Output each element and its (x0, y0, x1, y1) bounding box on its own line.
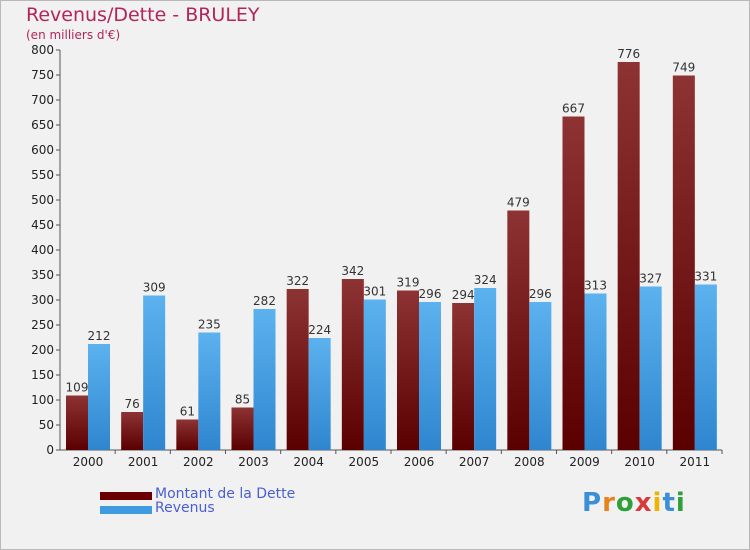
data-label: 313 (584, 279, 607, 293)
bar-revenus (88, 344, 110, 450)
y-tick-label: 400 (31, 243, 54, 257)
legend-swatch-revenus (100, 506, 152, 514)
bar-revenus (584, 293, 607, 450)
y-tick-label: 250 (31, 318, 54, 332)
data-label: 85 (235, 393, 250, 407)
data-label: 749 (672, 61, 695, 75)
data-label: 212 (88, 329, 111, 343)
y-tick-label: 650 (31, 118, 54, 132)
y-tick-label: 50 (39, 418, 54, 432)
y-tick-label: 500 (31, 193, 54, 207)
bar-dette (672, 75, 695, 450)
bar-revenus (198, 332, 221, 450)
y-tick-label: 200 (31, 343, 54, 357)
x-tick-label: 2011 (680, 455, 711, 469)
bar-revenus (694, 284, 717, 450)
logo-letter: i (652, 488, 663, 518)
logo-letter: P (582, 488, 603, 518)
bar-dette (66, 395, 88, 450)
bar-revenus (529, 302, 552, 450)
bar-dette (562, 116, 585, 450)
data-label: 324 (474, 273, 497, 287)
x-tick-label: 2000 (73, 455, 104, 469)
y-tick-label: 800 (31, 43, 54, 57)
x-tick-label: 2004 (293, 455, 324, 469)
data-label: 309 (143, 281, 166, 295)
y-tick-label: 150 (31, 368, 54, 382)
x-tick-label: 2010 (624, 455, 655, 469)
bar-revenus (143, 295, 166, 450)
data-label: 342 (341, 264, 364, 278)
axes: 0 50 100 150 200 250 300 350 400 450 500 550 600 650 7… (31, 43, 723, 469)
proxiti-logo: Proxiti (582, 488, 686, 518)
bar-dette (397, 290, 419, 450)
bar-revenus (253, 309, 276, 450)
data-label: 319 (397, 276, 420, 290)
x-tick-label: 2006 (404, 455, 435, 469)
logo-letter: x (634, 488, 653, 518)
x-tick-label: 2009 (569, 455, 600, 469)
y-tick-label: 300 (31, 293, 54, 307)
bar-dette (231, 407, 254, 450)
y-tick-label: 700 (31, 93, 54, 107)
data-label: 479 (507, 196, 530, 210)
logo-letter: t (662, 488, 676, 518)
data-label: 294 (452, 288, 475, 302)
bar-revenus (419, 302, 441, 450)
data-label: 296 (419, 287, 442, 301)
logo-letter: i (675, 488, 686, 518)
data-label: 282 (253, 294, 276, 308)
x-tick-label: 2003 (238, 455, 269, 469)
data-label: 776 (617, 47, 640, 61)
legend-swatch-dette (100, 492, 152, 500)
x-tick-label: 2001 (128, 455, 159, 469)
x-tick-label: 2007 (459, 455, 490, 469)
chart-subtitle: (en milliers d'€) (26, 28, 121, 42)
logo-letter: r (602, 488, 616, 518)
data-label: 331 (694, 270, 717, 284)
y-tick-label: 600 (31, 143, 54, 157)
bar-dette (452, 303, 475, 450)
data-label: 109 (66, 381, 89, 395)
legend-label-revenus: Revenus (155, 500, 215, 516)
data-label: 296 (529, 287, 552, 301)
data-label: 322 (286, 274, 309, 288)
bars (66, 62, 717, 450)
bar-revenus (639, 286, 662, 450)
data-label: 301 (363, 285, 386, 299)
bar-dette (121, 412, 144, 450)
x-tick-label: 2005 (349, 455, 380, 469)
logo-letter: o (615, 488, 635, 518)
data-label: 235 (198, 318, 221, 332)
y-tick-label: 550 (31, 168, 54, 182)
data-labels: 109 76 61 85 322 342 319 294 479 667 776 749 212 309 2… (66, 47, 718, 419)
data-label: 224 (308, 323, 331, 337)
legend-label-dette: Montant de la Dette (155, 486, 296, 502)
bar-dette (341, 279, 364, 450)
data-label: 667 (562, 102, 585, 116)
y-tick-label: 350 (31, 268, 54, 282)
bar-dette (617, 62, 640, 450)
x-tick-label: 2008 (514, 455, 545, 469)
bar-revenus (474, 288, 497, 450)
bar-revenus (363, 299, 386, 450)
bar-dette (286, 289, 309, 450)
y-tick-label: 450 (31, 218, 54, 232)
y-tick-label: 750 (31, 68, 54, 82)
data-label: 327 (639, 272, 662, 286)
chart-title: Revenus/Dette - BRULEY (26, 4, 260, 26)
bar-dette (507, 210, 530, 450)
bar-dette (176, 419, 199, 450)
data-label: 61 (180, 405, 195, 419)
bar-revenus (308, 338, 331, 450)
x-tick-label: 2002 (183, 455, 214, 469)
y-tick-label: 0 (46, 443, 54, 457)
data-label: 76 (125, 397, 140, 411)
y-tick-label: 100 (31, 393, 54, 407)
